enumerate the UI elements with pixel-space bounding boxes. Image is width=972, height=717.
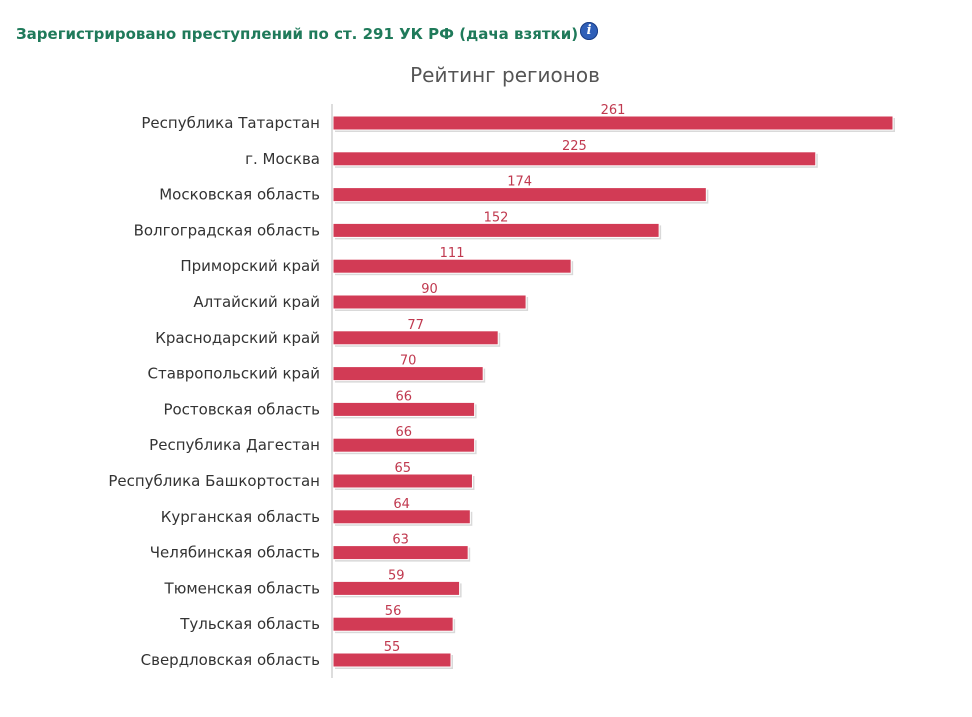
value-label: 59 (388, 568, 405, 583)
value-label: 261 (601, 103, 626, 118)
bar[interactable] (332, 294, 527, 310)
bar[interactable] (332, 115, 894, 131)
bar[interactable] (332, 509, 471, 525)
bar[interactable] (332, 473, 473, 489)
category-label: Республика Дагестан (149, 436, 320, 454)
bar[interactable] (332, 151, 817, 167)
bar[interactable] (332, 616, 454, 632)
category-label: Московская область (159, 186, 320, 204)
chart-title: Рейтинг регионов (410, 63, 600, 87)
bar[interactable] (332, 545, 469, 561)
category-label: Приморский край (180, 257, 320, 275)
category-label: Республика Татарстан (141, 114, 320, 132)
value-label: 63 (392, 533, 409, 548)
value-label: 65 (394, 461, 411, 476)
category-label: Свердловская область (141, 651, 320, 669)
value-label: 77 (407, 318, 424, 333)
category-label: Тульская область (179, 615, 320, 633)
category-label: Краснодарский край (155, 329, 320, 347)
bars-group: Республика Татарстан 261 г. Москва 225 Моско… (108, 103, 895, 669)
bar[interactable] (332, 187, 707, 203)
bar[interactable] (332, 330, 499, 346)
category-label: Алтайский край (193, 293, 320, 311)
category-label: Ростовская область (163, 400, 320, 418)
category-label: Республика Башкортостан (108, 472, 320, 490)
value-label: 111 (440, 246, 465, 261)
header-title: Зарегистрировано преступлений по ст. 291… (16, 25, 579, 43)
chart-header: Зарегистрировано преступлений по ст. 291… (16, 20, 599, 48)
value-label: 225 (562, 139, 587, 154)
value-label: 56 (385, 604, 402, 619)
category-label: Тюменская область (164, 579, 320, 597)
category-label: Челябинская область (150, 544, 320, 562)
value-label: 55 (384, 640, 401, 655)
value-label: 174 (507, 175, 532, 190)
category-label: Курганская область (161, 508, 320, 526)
bar[interactable] (332, 580, 461, 596)
bar[interactable] (332, 258, 572, 274)
category-label: Волгоградская область (134, 221, 320, 239)
category-label: г. Москва (245, 150, 320, 168)
info-icon[interactable]: i (580, 22, 599, 40)
bar[interactable] (332, 401, 476, 417)
value-label: 66 (396, 389, 413, 404)
value-label: 64 (393, 497, 410, 512)
bar[interactable] (332, 652, 452, 668)
value-label: 90 (421, 282, 438, 297)
value-label: 152 (484, 210, 509, 225)
bar[interactable] (332, 222, 660, 238)
value-label: 66 (396, 425, 413, 440)
bar[interactable] (332, 437, 476, 453)
value-label: 70 (400, 354, 417, 369)
category-label: Ставропольский край (148, 365, 320, 383)
bar[interactable] (332, 366, 484, 382)
